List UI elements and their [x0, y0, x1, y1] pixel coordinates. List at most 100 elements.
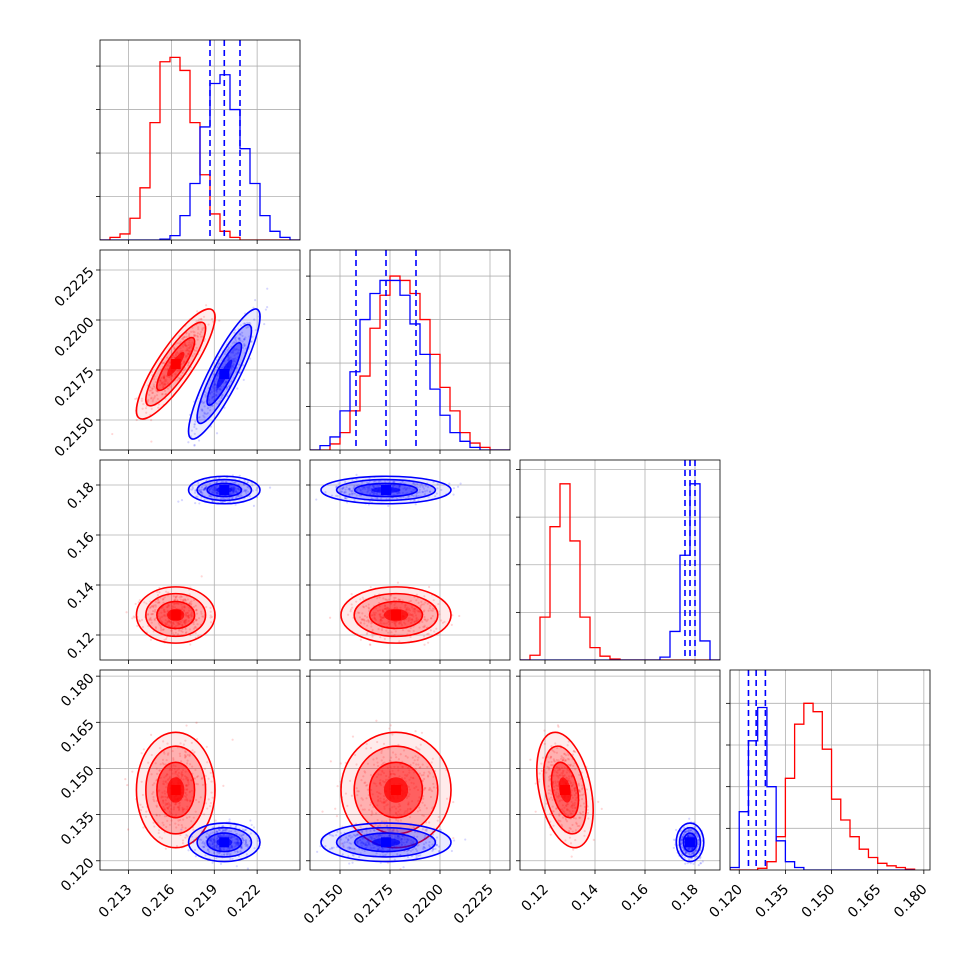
sample-point	[575, 796, 578, 799]
sample-point	[408, 600, 411, 603]
sample-point	[233, 337, 237, 340]
sample-point	[570, 800, 573, 803]
sample-point	[181, 345, 185, 348]
sample-point	[555, 784, 558, 787]
sample-point	[561, 808, 564, 811]
sample-point	[222, 847, 225, 850]
sample-point	[215, 481, 219, 484]
sample-point	[402, 841, 405, 844]
sample-point	[388, 727, 391, 730]
sample-point	[230, 380, 233, 383]
sample-point	[396, 835, 399, 838]
sample-point	[408, 629, 411, 633]
density-peak-red	[170, 359, 181, 369]
sample-point	[404, 604, 407, 607]
sample-point	[423, 595, 426, 598]
sample-point	[216, 830, 219, 833]
sample-point	[436, 487, 439, 490]
sample-point	[237, 843, 240, 846]
sample-point	[586, 811, 590, 815]
sample-point	[175, 826, 178, 829]
sample-point	[155, 813, 158, 816]
sample-point	[177, 819, 180, 822]
sample-point	[401, 765, 404, 768]
sample-point	[165, 759, 168, 762]
sample-point	[349, 836, 352, 839]
sample-point	[142, 402, 145, 406]
sample-point	[592, 838, 595, 841]
sample-point	[571, 823, 574, 827]
sample-point	[221, 394, 224, 397]
sample-point	[197, 326, 200, 329]
sample-point	[431, 607, 435, 610]
panel-border	[309, 669, 511, 871]
sample-point	[185, 724, 188, 727]
sample-point	[367, 619, 370, 623]
sample-point	[179, 754, 182, 758]
scatter-panel-2-4	[306, 669, 511, 874]
sample-point	[375, 719, 378, 722]
sample-point	[549, 812, 552, 815]
sample-point	[376, 597, 379, 600]
sample-point	[167, 805, 171, 808]
sample-point	[586, 808, 589, 812]
sample-point	[228, 847, 232, 850]
sample-point	[567, 829, 571, 833]
sample-point	[140, 780, 143, 783]
sample-point	[222, 853, 226, 856]
sample-point	[565, 777, 569, 780]
sample-point	[268, 486, 272, 489]
sample-point	[374, 618, 378, 622]
sample-point	[233, 481, 236, 485]
sample-point	[541, 756, 545, 759]
sample-point	[252, 826, 256, 829]
sample-point	[399, 808, 402, 811]
sample-point	[399, 753, 402, 756]
sample-point	[390, 631, 393, 634]
sample-point	[398, 492, 401, 495]
sample-point	[236, 352, 239, 355]
sample-point	[570, 812, 573, 815]
sample-point	[246, 843, 249, 847]
sample-point	[386, 606, 389, 609]
sample-point	[230, 493, 233, 496]
sample-point	[684, 850, 687, 853]
sample-point	[214, 491, 217, 494]
sample-point	[154, 605, 157, 608]
sample-point	[555, 795, 559, 798]
sample-point	[199, 796, 202, 799]
sample-point	[186, 799, 189, 802]
sample-point	[381, 854, 384, 857]
sample-point	[241, 836, 244, 840]
sample-point	[163, 815, 167, 818]
sample-point	[564, 753, 568, 757]
sample-point	[184, 354, 188, 357]
sample-point	[399, 598, 402, 601]
sample-point	[348, 493, 351, 496]
sample-point	[162, 782, 166, 786]
sample-point	[561, 758, 565, 762]
sample-point	[248, 495, 251, 498]
sample-point	[233, 835, 236, 839]
sample-point	[410, 614, 414, 617]
sample-point	[427, 774, 430, 777]
sample-point	[184, 619, 187, 622]
sample-point	[381, 780, 385, 783]
sample-point	[231, 847, 234, 850]
sample-point	[366, 783, 369, 787]
sample-point	[366, 788, 369, 791]
sample-point	[374, 480, 377, 483]
sample-point	[688, 858, 691, 861]
histogram-panel-3	[516, 459, 721, 664]
sample-point	[573, 803, 576, 806]
sample-point	[368, 486, 371, 489]
sample-point	[184, 631, 188, 635]
sample-point	[445, 797, 449, 800]
sample-point	[263, 322, 266, 326]
panel-border	[99, 459, 301, 661]
sample-point	[379, 615, 382, 618]
sample-point	[166, 796, 169, 799]
sample-point	[561, 759, 564, 762]
sample-point	[170, 767, 173, 770]
sample-point	[215, 432, 219, 435]
